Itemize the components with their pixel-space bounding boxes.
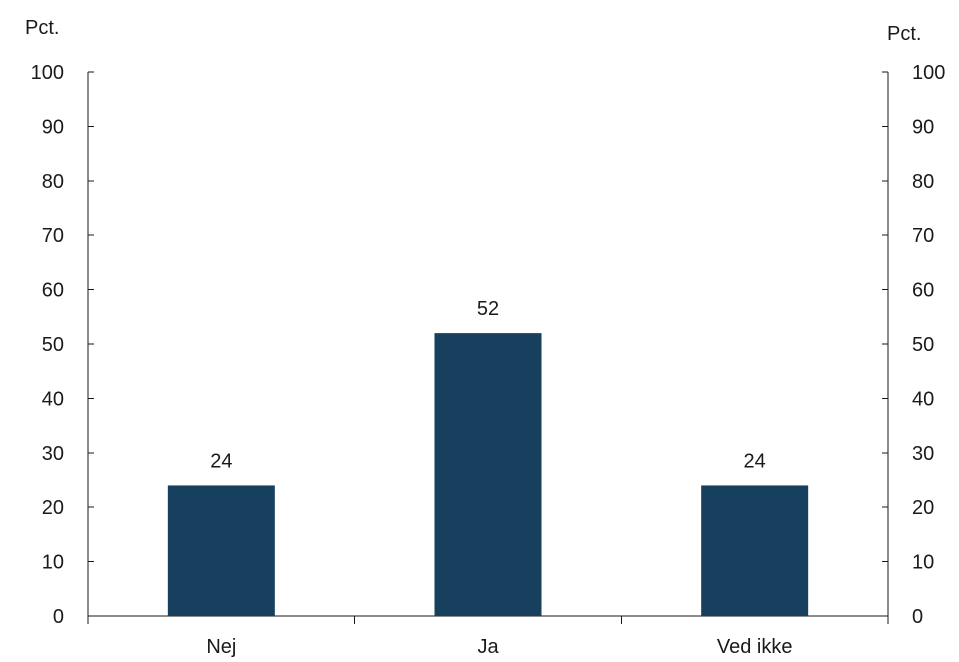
y-tick-label-left: 80 bbox=[42, 171, 64, 193]
y-tick-label-left: 90 bbox=[42, 116, 64, 138]
y-tick-label-right: 70 bbox=[912, 225, 934, 247]
bar-ja bbox=[434, 333, 542, 616]
y-tick-label-right: 50 bbox=[912, 334, 934, 356]
y-axis-unit-left: Pct. bbox=[25, 17, 59, 39]
y-tick-label-left: 20 bbox=[42, 497, 64, 519]
y-tick-label-left: 30 bbox=[42, 443, 64, 465]
bar-nej bbox=[167, 485, 275, 616]
y-tick-label-left: 60 bbox=[42, 280, 64, 302]
y-tick-label-left: 10 bbox=[42, 552, 64, 574]
y-tick-label-right: 100 bbox=[912, 62, 945, 84]
bars bbox=[167, 333, 809, 616]
x-category-label: Ved ikke bbox=[717, 636, 793, 658]
data-label: 24 bbox=[210, 450, 232, 472]
y-tick-label-right: 0 bbox=[912, 606, 923, 628]
data-label: 52 bbox=[477, 298, 499, 320]
y-tick-label-left: 0 bbox=[53, 606, 64, 628]
y-tick-label-left: 100 bbox=[31, 62, 64, 84]
y-tick-label-right: 30 bbox=[912, 443, 934, 465]
labels: 0 0 10 10 20 20 30 30 40 40 50 50 60 60 70 70 80 80 90 90 10… bbox=[31, 62, 946, 658]
y-tick-label-right: 10 bbox=[912, 552, 934, 574]
y-tick-label-right: 20 bbox=[912, 497, 934, 519]
y-tick-label-right: 80 bbox=[912, 171, 934, 193]
x-category-label: Ja bbox=[477, 636, 499, 658]
y-tick-label-left: 70 bbox=[42, 225, 64, 247]
y-tick-label-right: 90 bbox=[912, 116, 934, 138]
data-label: 24 bbox=[744, 450, 766, 472]
y-axis-unit-right: Pct. bbox=[887, 23, 921, 45]
y-tick-label-right: 40 bbox=[912, 388, 934, 410]
y-tick-label-right: 60 bbox=[912, 280, 934, 302]
y-tick-label-left: 50 bbox=[42, 334, 64, 356]
y-tick-label-left: 40 bbox=[42, 388, 64, 410]
bar-ved-ikke bbox=[701, 485, 809, 616]
x-category-label: Nej bbox=[206, 636, 236, 658]
